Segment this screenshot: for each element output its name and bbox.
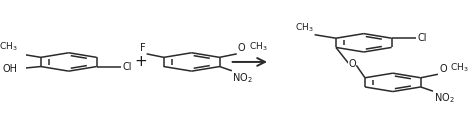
Text: CH$_3$: CH$_3$ bbox=[450, 61, 468, 74]
Text: NO$_2$: NO$_2$ bbox=[232, 71, 253, 85]
Text: Cl: Cl bbox=[418, 33, 427, 43]
Text: +: + bbox=[134, 54, 146, 69]
Text: CH$_3$: CH$_3$ bbox=[295, 22, 313, 34]
Text: O: O bbox=[238, 43, 246, 54]
Text: F: F bbox=[140, 43, 146, 54]
Text: Cl: Cl bbox=[123, 62, 132, 72]
Text: O: O bbox=[439, 64, 447, 74]
Text: CH$_3$: CH$_3$ bbox=[249, 41, 267, 54]
Text: NO$_2$: NO$_2$ bbox=[434, 91, 454, 105]
Text: O: O bbox=[348, 59, 356, 69]
Text: CH$_3$: CH$_3$ bbox=[0, 41, 18, 53]
Text: OH: OH bbox=[2, 64, 18, 74]
